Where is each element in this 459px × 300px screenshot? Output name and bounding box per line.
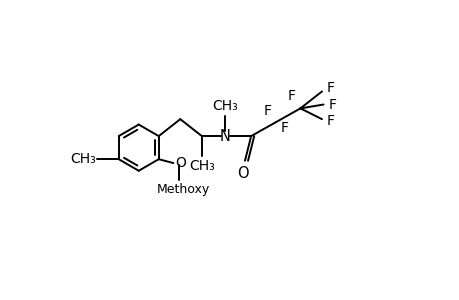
Text: O: O bbox=[175, 156, 186, 170]
Text: F: F bbox=[263, 104, 271, 118]
Text: N: N bbox=[219, 129, 230, 144]
Text: F: F bbox=[327, 98, 336, 112]
Text: O: O bbox=[237, 166, 249, 181]
Text: F: F bbox=[326, 81, 334, 95]
Text: F: F bbox=[326, 114, 334, 128]
Text: CH₃: CH₃ bbox=[70, 152, 95, 166]
Text: F: F bbox=[280, 122, 288, 135]
Text: CH₃: CH₃ bbox=[212, 99, 237, 113]
Text: F: F bbox=[286, 89, 295, 103]
Text: Methoxy: Methoxy bbox=[157, 183, 210, 196]
Text: CH₃: CH₃ bbox=[189, 159, 214, 173]
